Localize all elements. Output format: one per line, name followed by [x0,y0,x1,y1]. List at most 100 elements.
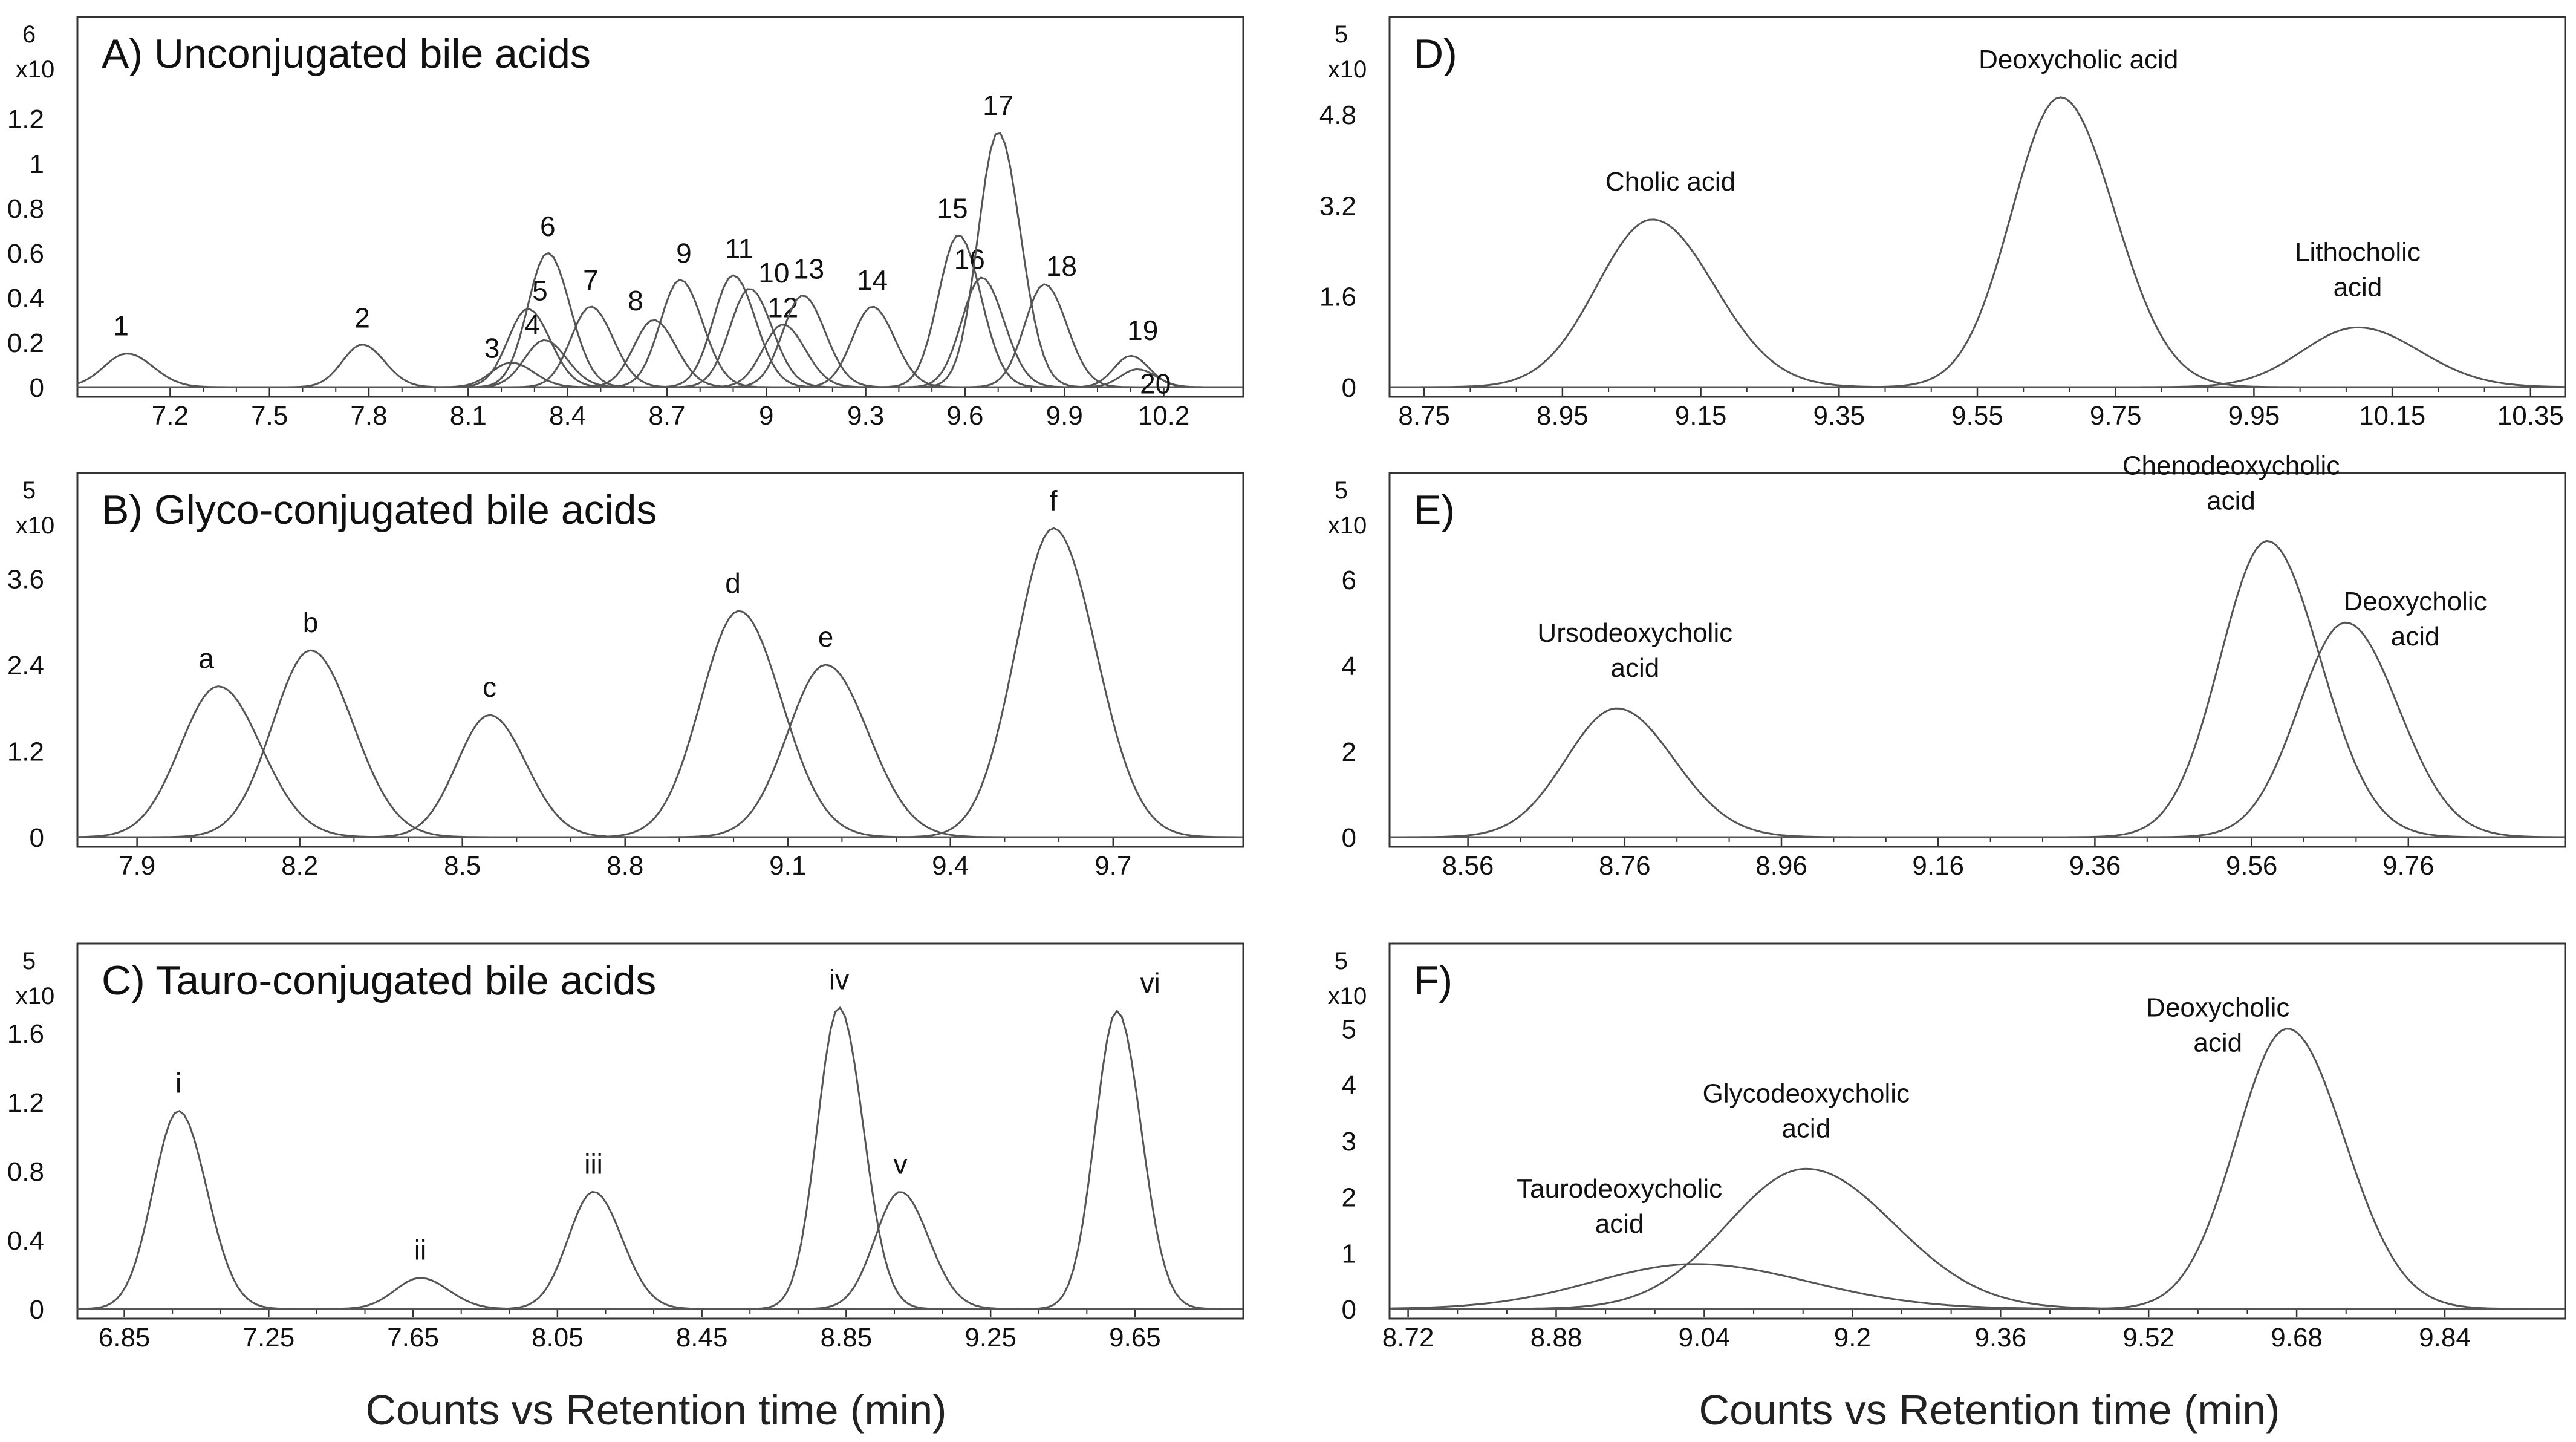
panel-a: 7.2 7.5 7.8 8.1 8.4 8.7 9 9.3 9.6 9.9 10.2 0 0.2 0.4 0… [7,16,1244,431]
panels-layer: 7.2 7.5 7.8 8.1 8.4 8.7 9 9.3 9.6 9.9 10.2 0 0.2 0.4 0… [7,16,2566,1352]
peak-label-line: acid [1781,1114,1830,1143]
peak-label: d [725,567,741,599]
series-line-deoxycholic-acid [1390,1028,2565,1310]
peak-label: 15 [937,192,968,224]
y-tick-label: 2 [1342,737,1356,767]
peak-label: b [303,607,319,638]
peak-label-line: Deoxycholic acid [1979,45,2178,74]
x-tick-label: 9.3 [847,401,884,431]
panel-title: F) [1414,958,1452,1003]
series-line-glycodeoxycholic-acid [1390,1167,2565,1310]
y-exponent: 5 [22,477,36,504]
y-tick-label: 4 [1342,1071,1356,1100]
peak-label: 18 [1046,250,1077,282]
y-tick-label: 3.6 [7,564,44,594]
peak-label-line: Lithocholic [2295,237,2421,267]
x-tick-label: 9.76 [2382,851,2435,881]
y-tick-label: 1.6 [1319,282,1356,312]
x-tick-label: 10.35 [2497,401,2564,431]
peak-label-line: acid [2193,1028,2242,1058]
peak-label-line: Glycodeoxycholic [1703,1078,1910,1108]
plot-frame [76,16,1244,398]
peak-label: ii [414,1235,426,1266]
x-tick-label: 9.55 [1951,401,2003,431]
y-exponent: 5 [1335,948,1348,974]
peak-label: 1 [113,310,129,342]
panel-f: 8.72 8.88 9.04 9.2 9.36 9.52 9.68 9.84 0 1 2 3 4 5 5 x1… [1328,942,2566,1352]
x-tick-label: 7.9 [119,851,155,881]
y-tick-label: 4 [1342,651,1356,681]
peak-label: 2 [354,302,370,334]
y-multiplier: x10 [16,512,55,539]
x-tick-label: 6.85 [99,1323,151,1352]
peak-label-line: Chenodeoxycholic [2122,451,2340,480]
series-line-deoxycholic-acid [1390,621,2565,838]
plot-frame [1388,16,2566,398]
x-tick-label: 9.7 [1094,851,1131,881]
x-tick-label: 9.56 [2226,851,2278,881]
peak-label-line: Deoxycholic [2146,993,2289,1023]
peak-label: e [818,621,834,653]
plot-frame [76,472,1244,848]
panel-title: E) [1414,487,1455,533]
peak-label-line: acid [2391,622,2440,651]
peak-label: a [198,643,214,674]
peak-label: f [1050,484,1058,516]
peak-label: Deoxycholic acid [2344,587,2487,651]
y-tick-label: 0 [1342,373,1356,403]
x-tick-label: 9.4 [932,851,969,881]
y-tick-label: 0.8 [7,194,44,224]
panel-title: A) Unconjugated bile acids [102,31,591,77]
y-tick-label: 2.4 [7,651,44,680]
x-tick-label: 9.36 [1974,1323,2026,1352]
x-tick-label: 8.8 [607,851,643,881]
y-tick-label: 0 [30,1295,44,1325]
peak-label: 7 [583,264,599,296]
peak-label: 6 [540,210,556,242]
peak-label: Deoxycholic acid [1979,45,2178,74]
x-tick-label: 8.95 [1537,401,1589,431]
x-tick-label: 7.8 [350,401,387,431]
peak-label: Glycodeoxycholic acid [1703,1078,1910,1143]
y-multiplier: x10 [1328,983,1367,1010]
peak-label: 12 [767,292,798,323]
peak-label-line: Ursodeoxycholic [1537,618,1732,648]
y-tick-label: 1.2 [7,737,44,766]
peak-label: 14 [857,264,888,296]
x-tick-label: 7.2 [152,401,189,431]
peak-label-line: acid [2334,272,2382,302]
peak-label: 8 [628,285,643,316]
peak-label: Cholic acid [1605,167,1735,197]
peak-label: 9 [676,237,692,269]
x-tick-label: 9.25 [964,1323,1016,1352]
x-tick-label: 8.5 [444,851,481,881]
x-tick-label: 8.1 [450,401,487,431]
x-tick-label: 8.05 [532,1323,584,1352]
panel-d: 8.75 8.95 9.15 9.35 9.55 9.75 9.95 10.15 10.35 0 1… [1319,16,2566,431]
x-tick-label: 9.36 [2069,851,2121,881]
peak-label: 10 [758,257,789,289]
y-tick-label: 1 [1342,1239,1356,1268]
panel-c: 6.85 7.25 7.65 8.05 8.45 8.85 9.25 9.65 0 0.4 0.8 1… [7,942,1244,1352]
y-multiplier: x10 [16,56,55,83]
y-multiplier: x10 [1328,56,1367,83]
peak-label: Taurodeoxycholic acid [1517,1174,1722,1239]
x-tick-label: 8.45 [676,1323,728,1352]
series-line-f [77,527,1243,838]
plot-frame [1388,472,2566,848]
x-tick-label: 7.25 [243,1323,295,1352]
peak-label: c [483,671,496,703]
x-tick-label: 9.35 [1813,401,1865,431]
panel-title: C) Tauro-conjugated bile acids [102,958,656,1003]
plot-frame [1388,942,2566,1320]
peak-label: i [175,1067,181,1098]
x-tick-label: 7.5 [251,401,288,431]
y-tick-label: 0.6 [7,239,44,269]
peak-label: 20 [1140,368,1171,399]
x-tick-label: 9 [759,401,773,431]
x-axis-label-right: Counts vs Retention time (min) [1699,1386,2280,1434]
panel-e: 8.56 8.76 8.96 9.16 9.36 9.56 9.76 0 2 4 6 5 x10 E) Ur… [1328,451,2566,881]
y-tick-label: 1 [30,149,44,179]
peak-label: Deoxycholic acid [2146,993,2289,1058]
